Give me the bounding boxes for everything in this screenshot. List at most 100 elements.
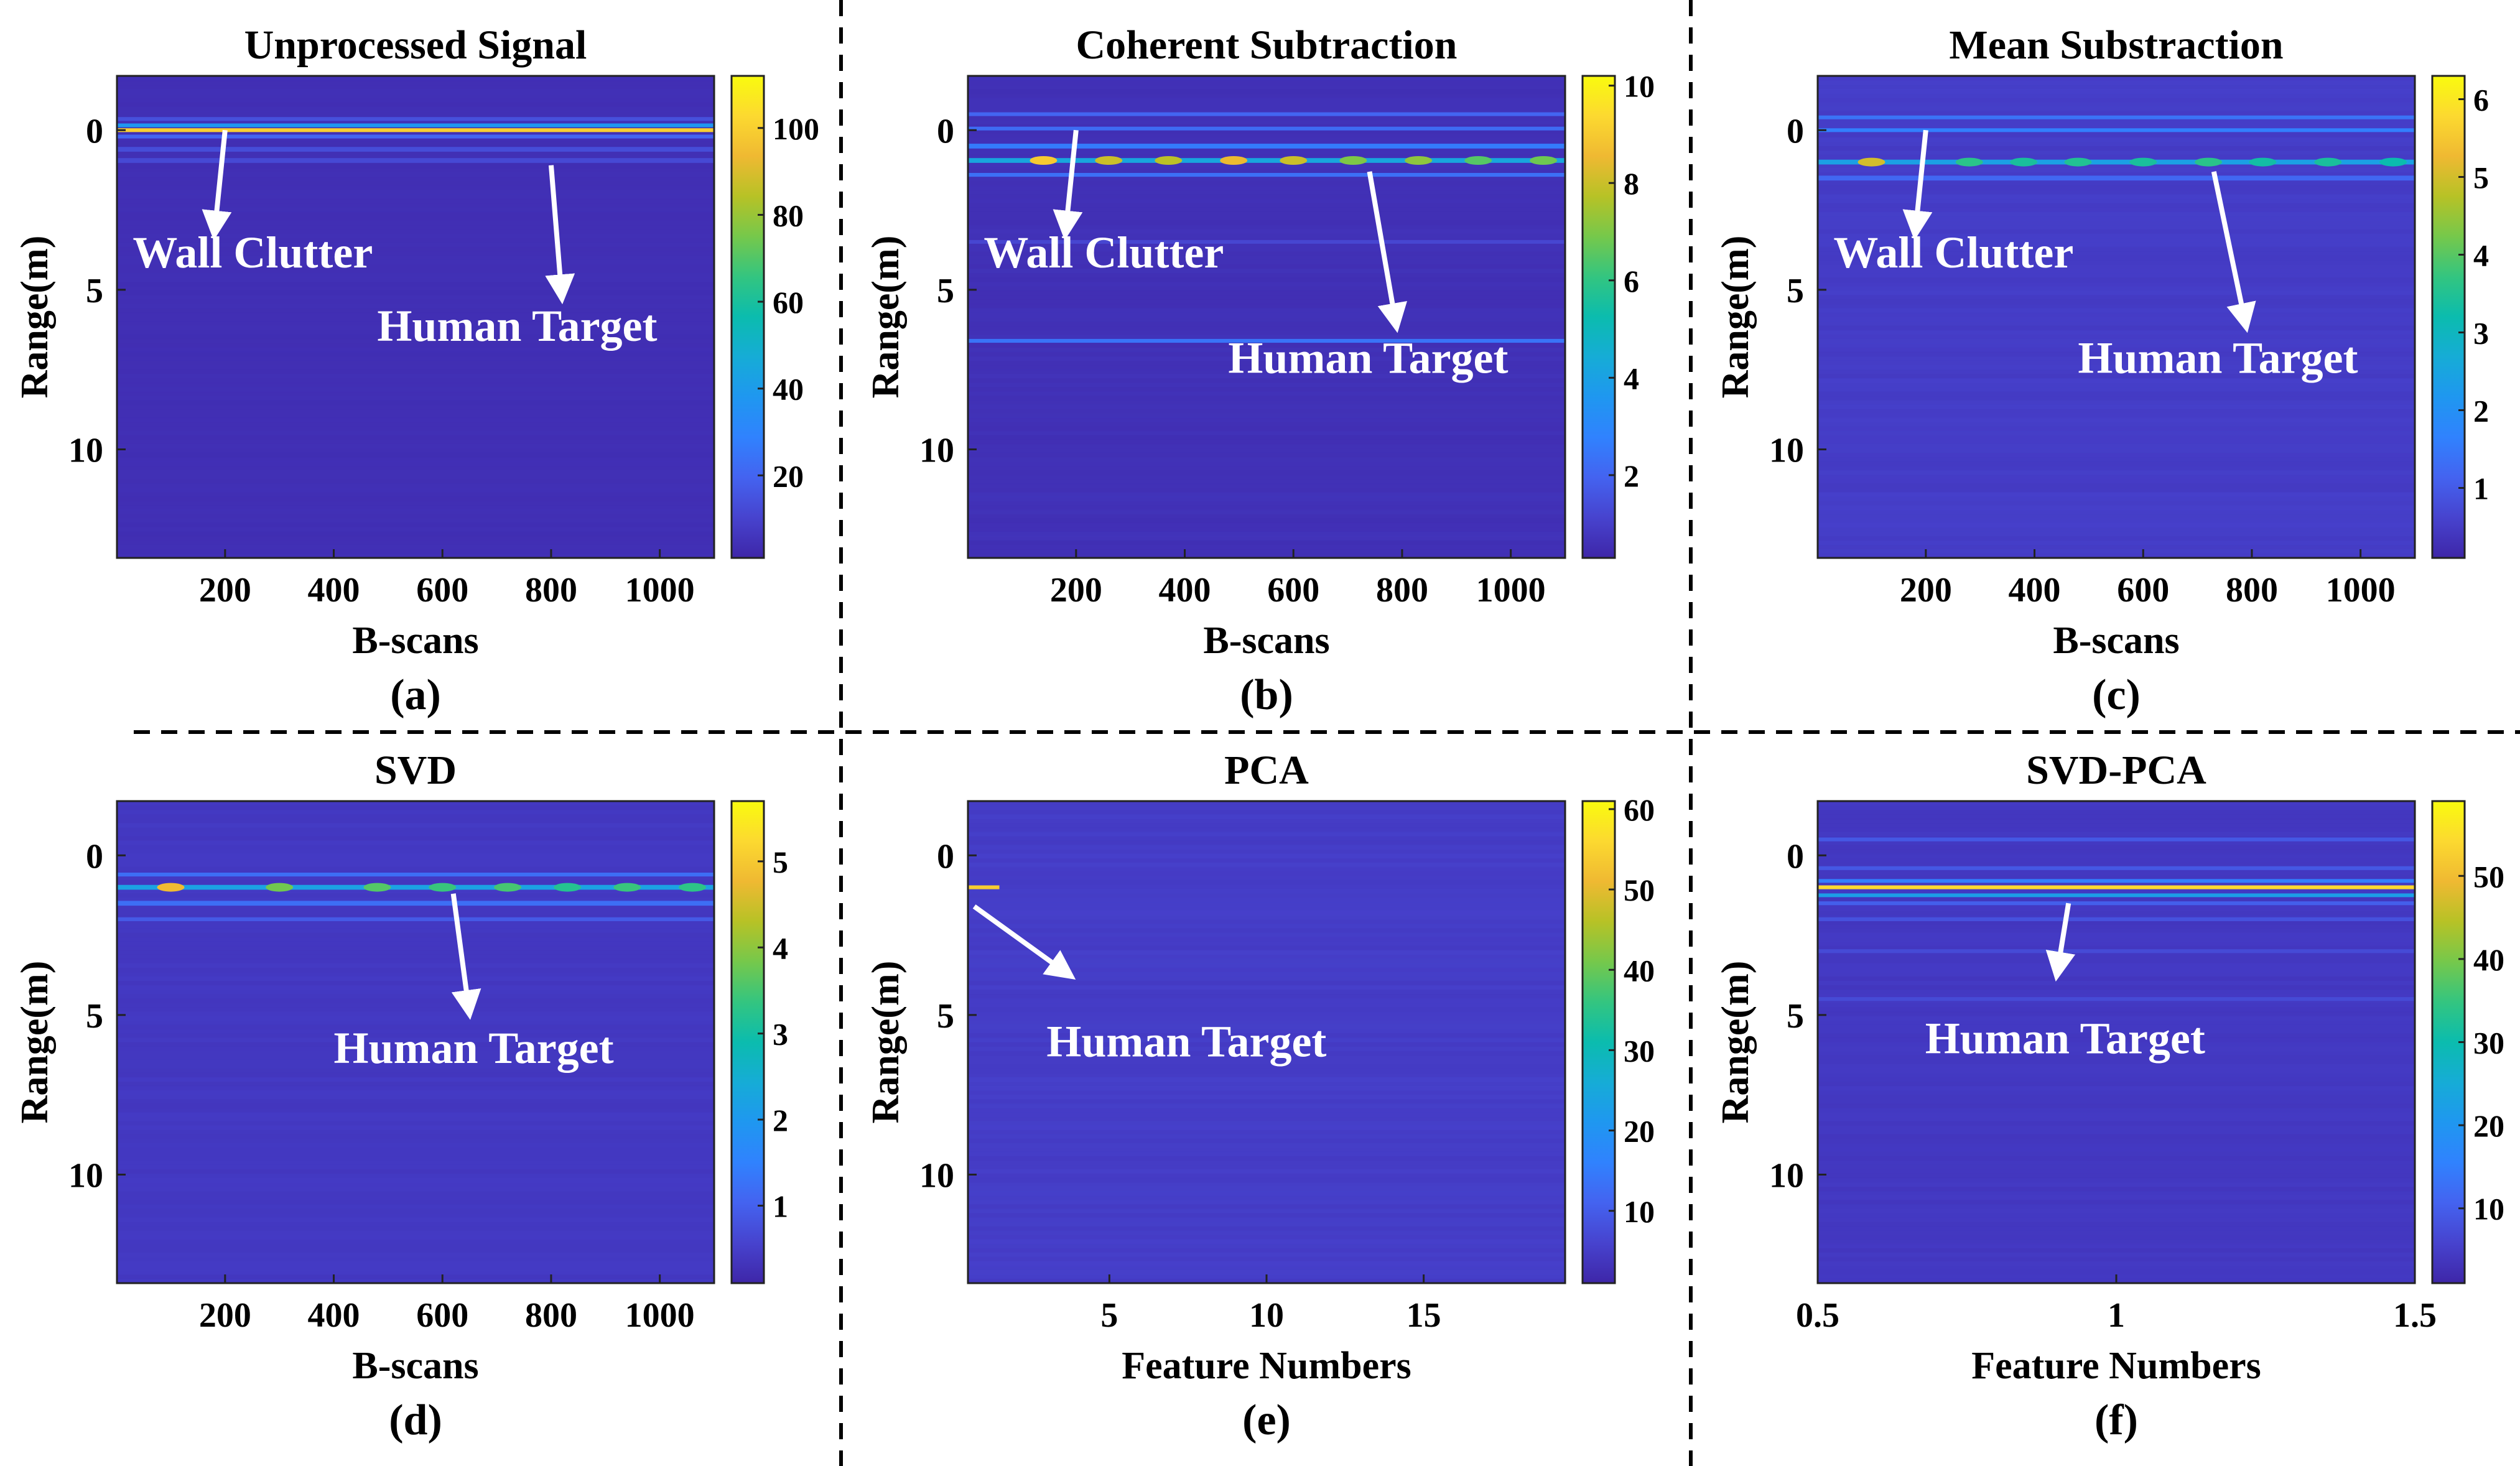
heatmap-texture-row: [117, 1081, 714, 1087]
heatmap-texture-row: [968, 417, 1565, 423]
heatmap-texture-row: [968, 374, 1565, 379]
heatmap-texture-row: [968, 295, 1565, 300]
y-axis-label: Range(m): [865, 236, 907, 399]
heatmap-texture-row: [117, 1051, 714, 1056]
heatmap-texture-row: [117, 400, 714, 406]
heatmap-texture-row: [968, 932, 1565, 938]
heatmap-texture-row: [117, 1090, 714, 1096]
heatmap-band: [1818, 949, 2415, 953]
heatmap-texture-row: [968, 544, 1565, 550]
heatmap-band: [968, 239, 1565, 244]
colorbar: [730, 75, 765, 559]
heatmap-texture-row: [968, 216, 1565, 221]
heatmap-texture-row: [968, 1011, 1565, 1017]
heatmap-texture-row: [1818, 1182, 2415, 1187]
heatmap-texture-row: [968, 229, 1565, 234]
heatmap-texture-row: [117, 1204, 714, 1210]
heatmap-texture-row: [1818, 259, 2415, 265]
heatmap-texture-row: [117, 1274, 714, 1279]
heatmap-texture-row: [117, 998, 714, 1004]
heatmap-band: [117, 134, 714, 139]
heatmap-texture-row: [968, 347, 1565, 353]
heatmap-band: [968, 338, 1565, 343]
heatmap-texture-row: [117, 919, 714, 925]
x-tick-label: 1000: [2326, 571, 2396, 610]
heatmap-band: [117, 117, 714, 121]
y-tick-label: 10: [919, 431, 954, 470]
heatmap-texture-row: [117, 1164, 714, 1170]
heatmap-texture-row: [117, 119, 714, 125]
heatmap-hotspot: [266, 883, 294, 892]
heatmap-texture-row: [1818, 871, 2415, 876]
heatmap-texture-row: [968, 540, 1565, 545]
heatmap-texture-row: [968, 396, 1565, 401]
panel-d: SVD 200 400 600 800 1000 0 5 10 B-scans Range(m) (d…: [14, 748, 788, 1444]
axes-frame: [116, 75, 715, 559]
heatmap-texture-row: [1818, 937, 2415, 942]
x-tick-label: 10: [1249, 1296, 1284, 1335]
heatmap-texture-row: [117, 527, 714, 532]
heatmap-texture-row: [1818, 470, 2415, 476]
heatmap-texture-row: [1818, 229, 2415, 234]
heatmap-texture-row: [117, 866, 714, 872]
heatmap-texture-row: [968, 233, 1565, 239]
heatmap-texture-row: [968, 443, 1565, 449]
heatmap-texture-row: [968, 1252, 1565, 1258]
heatmap-texture-row: [968, 304, 1565, 309]
heatmap-texture-row: [968, 1160, 1565, 1166]
heatmap-texture-row: [1818, 462, 2415, 467]
heatmap-texture-row: [1818, 1051, 2415, 1056]
heatmap-texture-row: [968, 1064, 1565, 1069]
y-tick-label: 5: [1787, 272, 1804, 310]
heatmap-texture-row: [968, 194, 1565, 200]
heatmap-texture-row: [968, 950, 1565, 955]
x-axis-label: B-scans: [1203, 619, 1329, 662]
heatmap-texture-row: [117, 282, 714, 287]
heatmap-texture-row: [1818, 1020, 2415, 1026]
y-axis-label: Range(m): [1714, 961, 1757, 1124]
heatmap-texture-row: [968, 154, 1565, 160]
heatmap-texture-row: [117, 879, 714, 885]
heatmap-texture-row: [968, 439, 1565, 445]
x-axis-label: Feature Numbers: [1122, 1345, 1411, 1387]
heatmap-band: [1818, 128, 2415, 132]
heatmap-texture-row: [117, 448, 714, 453]
colorbar-tick-label: 80: [773, 198, 804, 233]
heatmap-texture-row: [1818, 369, 2415, 375]
annotation-arrow: [450, 893, 481, 1020]
heatmap-f: [1818, 801, 2415, 1283]
heatmap-texture-row: [117, 1156, 714, 1161]
heatmap-texture-row: [1818, 1222, 2415, 1227]
panel-label: (d): [389, 1396, 442, 1444]
heatmap-texture-row: [1818, 317, 2415, 322]
heatmap-texture-row: [1818, 1095, 2415, 1100]
chart-title: SVD-PCA: [2026, 748, 2206, 793]
annotation-arrow: [1053, 129, 1083, 241]
heatmap-texture-row: [117, 269, 714, 274]
heatmap-texture-row: [1818, 906, 2415, 912]
heatmap-texture-row: [968, 1125, 1565, 1131]
heatmap-texture-row: [1818, 198, 2415, 204]
heatmap-hotspot: [1405, 156, 1433, 165]
heatmap-hotspot: [1464, 156, 1492, 165]
heatmap-texture-row: [968, 422, 1565, 427]
chart-title: Mean Substraction: [1949, 22, 2283, 68]
heatmap-texture-row: [1818, 404, 2415, 410]
heatmap-texture-row: [117, 259, 714, 265]
heatmap-texture-row: [117, 1209, 714, 1214]
heatmap-texture-row: [968, 80, 1565, 86]
x-tick-label: 800: [1376, 571, 1428, 610]
heatmap-texture-row: [1818, 1033, 2415, 1039]
chart-title: PCA: [1224, 748, 1309, 793]
heatmap-texture-row: [117, 396, 714, 401]
heatmap-texture-row: [1818, 325, 2415, 331]
heatmap-hotspot: [1030, 156, 1058, 165]
heatmap-texture-row: [1818, 919, 2415, 925]
heatmap-texture-row: [968, 536, 1565, 541]
heatmap-band: [1818, 917, 2415, 921]
heatmap-texture-row: [968, 488, 1565, 493]
heatmap-texture-row: [117, 1182, 714, 1187]
heatmap-texture-row: [968, 1151, 1565, 1157]
heatmap-texture-row: [1818, 1103, 2415, 1109]
heatmap-texture-row: [117, 360, 714, 366]
